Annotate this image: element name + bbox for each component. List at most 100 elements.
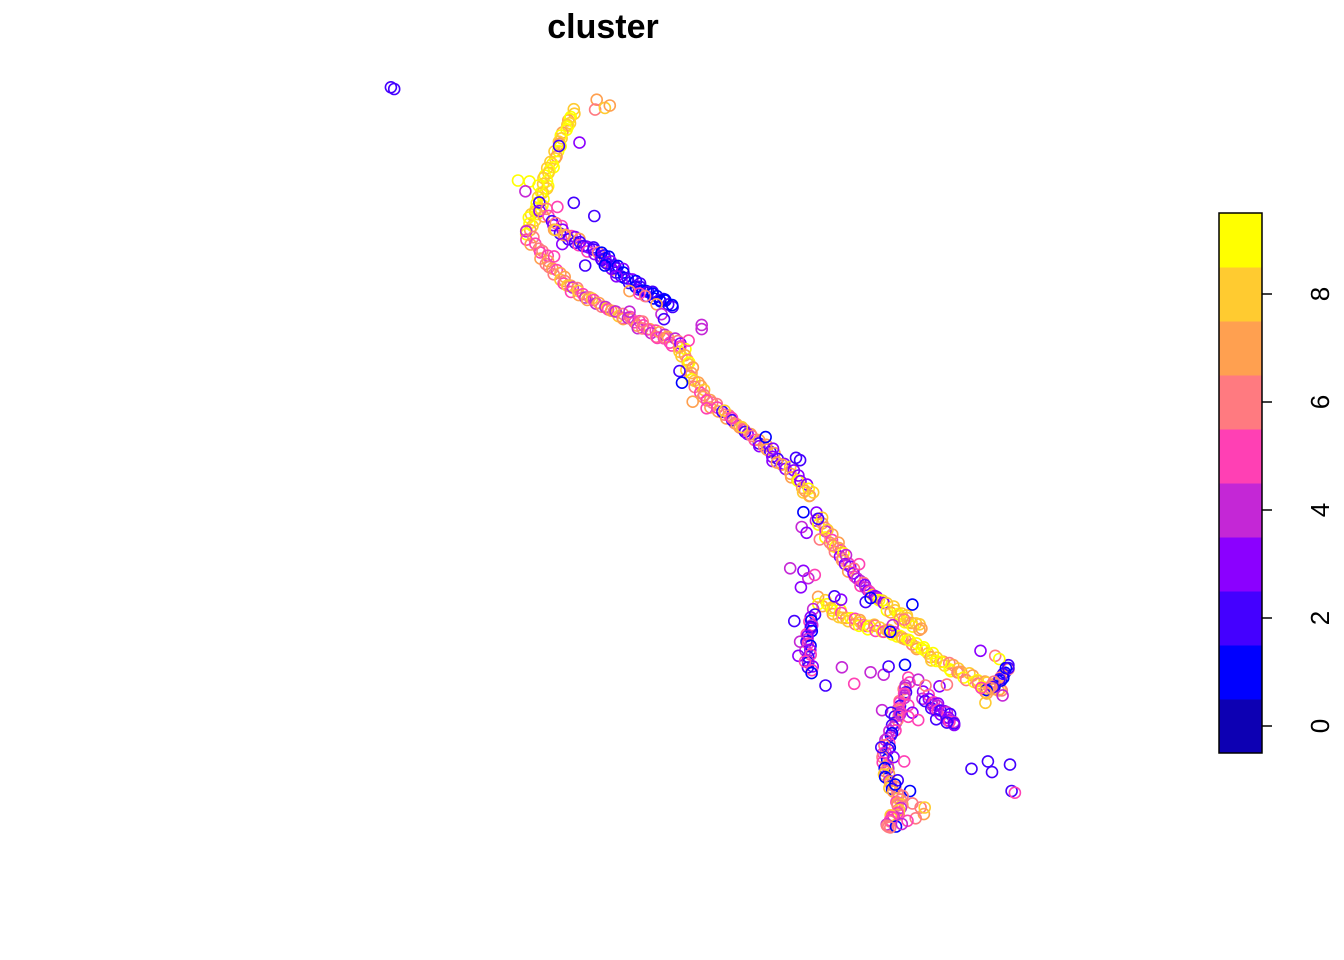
data-point [919,679,932,692]
data-point [875,703,889,717]
data-point [981,755,995,768]
data-point [567,196,581,210]
data-point [766,442,780,456]
data-point [527,230,540,244]
data-point [914,801,927,814]
data-point [877,668,891,682]
data-point [603,99,617,112]
data-point [745,429,759,443]
data-point [913,623,926,637]
data-point [940,716,954,729]
data-point [551,144,565,158]
data-point [878,738,891,752]
data-point [629,280,643,294]
data-point [685,366,698,380]
data-point [519,185,532,198]
data-point [598,259,612,272]
legend-bin [1219,213,1262,268]
data-point [884,706,898,720]
data-point [511,174,525,187]
data-point [539,257,553,271]
data-point [895,817,909,831]
data-point [886,618,900,632]
data-point [573,136,586,149]
data-point [718,404,731,418]
legend-tick-label: 0 [1305,719,1335,733]
data-point [783,561,797,575]
legend-bin [1219,429,1262,484]
legend-bin [1219,321,1262,376]
legend-bin [1219,591,1262,646]
data-point [851,572,864,586]
data-point [609,305,623,318]
points-layer [384,81,1022,834]
data-point [686,395,700,409]
legend-frame [1218,212,1263,754]
data-point [819,524,832,538]
legend-bins [1219,213,1262,754]
data-point [801,571,815,585]
data-point [832,536,845,550]
data-point [533,246,547,259]
data-point [695,318,709,332]
data-point [555,237,569,251]
data-point [811,512,825,526]
color-legend: 0 2 4 6 8 [1218,212,1335,754]
data-point [1003,758,1017,771]
data-point [522,211,536,224]
data-point [792,469,805,482]
data-point [587,209,601,223]
data-point [806,486,820,499]
legend-tick-label: 8 [1305,287,1335,301]
data-point [568,236,582,250]
legend-bin [1219,375,1262,430]
data-point [578,259,592,272]
data-point [909,811,923,825]
data-point [965,762,978,776]
data-point [797,505,810,519]
data-point [752,439,766,453]
data-point [889,820,903,833]
data-point [616,312,630,326]
data-point [979,696,992,710]
legend-bin [1219,699,1262,754]
data-point [861,622,875,636]
data-point [532,196,546,209]
data-point [564,285,578,299]
data-point [638,289,652,303]
data-point [813,533,827,546]
data-point [775,458,789,472]
legend-bin [1219,537,1262,592]
legend-bin [1219,483,1262,538]
data-point [947,718,961,732]
data-point [725,411,739,425]
data-point [819,679,832,692]
data-point [650,297,663,311]
data-point [793,635,807,649]
data-point [808,568,822,582]
data-point [532,179,545,192]
data-point [835,660,849,674]
data-point [800,526,813,540]
data-point [798,484,812,498]
data-point [686,361,700,374]
data-point [578,291,592,304]
data-point [897,613,911,626]
data-point [996,689,1009,702]
data-point [623,305,636,319]
data-point [558,270,572,284]
data-point [906,598,919,611]
data-point [852,557,866,571]
data-point [898,681,912,695]
data-point [695,322,709,336]
legend-bin [1219,267,1262,322]
data-point [387,82,401,96]
data-point [551,200,564,214]
data-point [992,652,1006,666]
data-point [563,116,577,130]
data-point [588,103,602,116]
data-point [563,112,577,126]
data-point [828,589,841,603]
legend-ticks: 0 2 4 6 8 [1262,287,1335,733]
